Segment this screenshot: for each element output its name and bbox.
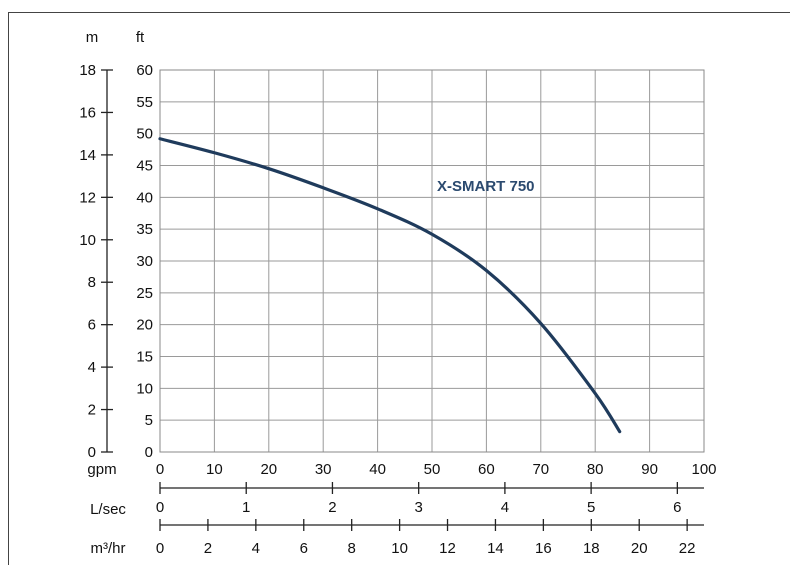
series-label: X-SMART 750 (437, 178, 535, 195)
m3hr-tick-label: 0 (156, 540, 164, 557)
image-border (9, 13, 790, 566)
m-tick-label: 18 (79, 62, 96, 79)
ft-axis-label: ft (136, 29, 145, 46)
m3hr-tick-label: 4 (252, 540, 260, 557)
gpm-tick-label: 10 (206, 461, 223, 478)
m3hr-tick-label: 6 (300, 540, 308, 557)
gpm-tick-label: 80 (587, 461, 604, 478)
ft-tick-label: 40 (136, 189, 153, 206)
m3hr-axis-label: m³/hr (91, 540, 126, 557)
gpm-tick-label: 70 (532, 461, 549, 478)
series-line-x-smart-750 (160, 139, 620, 432)
lsec-tick-label: 6 (673, 499, 681, 516)
ft-tick-label: 5 (145, 412, 153, 429)
grid (160, 70, 704, 452)
lsec-tick-label: 4 (501, 499, 509, 516)
m3hr-tick-label: 22 (679, 540, 696, 557)
lsec-tick-label: 1 (242, 499, 250, 516)
m3hr-tick-label: 12 (439, 540, 456, 557)
m-tick-label: 0 (88, 444, 96, 461)
gpm-tick-label: 60 (478, 461, 495, 478)
m-tick-label: 2 (88, 402, 96, 419)
m-tick-label: 4 (88, 359, 96, 376)
m-tick-label: 12 (79, 189, 96, 206)
m3hr-tick-label: 2 (204, 540, 212, 557)
gpm-tick-label: 90 (641, 461, 658, 478)
gpm-tick-label: 30 (315, 461, 332, 478)
m-tick-label: 6 (88, 317, 96, 334)
gpm-tick-label: 20 (260, 461, 277, 478)
ft-tick-label: 60 (136, 62, 153, 79)
ft-tick-label: 15 (136, 349, 153, 366)
gpm-tick-label: 0 (156, 461, 164, 478)
ft-tick-label: 20 (136, 317, 153, 334)
lsec-tick-label: 0 (156, 499, 164, 516)
ft-tick-label: 45 (136, 158, 153, 175)
lsec-tick-label: 5 (587, 499, 595, 516)
m3hr-tick-label: 20 (631, 540, 648, 557)
ft-tick-label: 35 (136, 221, 153, 238)
gpm-axis-label: gpm (87, 461, 116, 478)
m3hr-tick-label: 10 (391, 540, 408, 557)
m3hr-tick-label: 8 (348, 540, 356, 557)
lsec-tick-label: 3 (415, 499, 423, 516)
lsec-axis-label: L/sec (90, 501, 126, 518)
m-tick-label: 16 (79, 104, 96, 121)
ft-tick-label: 25 (136, 285, 153, 302)
m-axis-label: m (86, 29, 99, 46)
series-group (160, 139, 620, 432)
gpm-tick-label: 50 (424, 461, 441, 478)
m3hr-tick-label: 16 (535, 540, 552, 557)
axes (101, 70, 704, 531)
m3hr-tick-label: 14 (487, 540, 504, 557)
m3hr-tick-label: 18 (583, 540, 600, 557)
gpm-tick-label: 100 (691, 461, 716, 478)
gpm-tick-label: 40 (369, 461, 386, 478)
m-tick-label: 14 (79, 147, 96, 164)
m-tick-label: 8 (88, 274, 96, 291)
ft-tick-label: 30 (136, 253, 153, 270)
ft-tick-label: 50 (136, 126, 153, 143)
lsec-tick-label: 2 (328, 499, 336, 516)
ft-tick-label: 0 (145, 444, 153, 461)
m-tick-label: 10 (79, 232, 96, 249)
ft-tick-label: 10 (136, 380, 153, 397)
ft-tick-label: 55 (136, 94, 153, 111)
